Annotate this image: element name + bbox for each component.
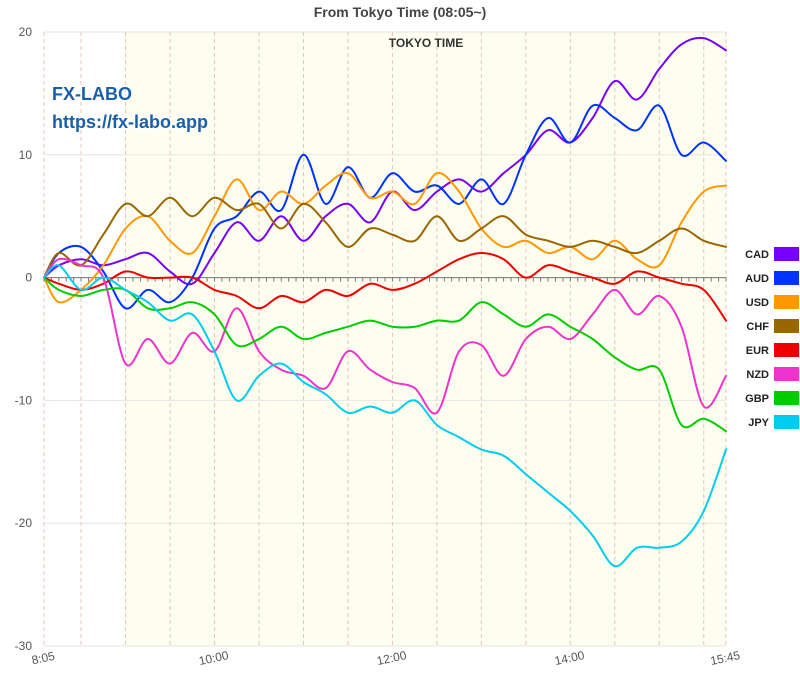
y-tick-label: 10: [19, 148, 33, 162]
series-lines: [43, 36, 727, 568]
watermark-brand: FX-LABO: [52, 84, 132, 104]
legend-swatch-usd: [774, 295, 799, 309]
chart-title: From Tokyo Time (08:05~): [314, 4, 487, 20]
grid-lines: [43, 31, 727, 647]
legend-swatch-cad: [774, 247, 799, 261]
y-tick-label: 0: [25, 271, 32, 285]
series-line-aud: [43, 103, 727, 310]
legend-swatch-nzd: [774, 367, 799, 381]
legend-swatch-jpy: [774, 415, 799, 429]
watermark-url: https://fx-labo.app: [52, 112, 208, 132]
y-tick-label: -30: [15, 639, 33, 653]
series-line-nzd: [43, 257, 727, 415]
legend-label-gbp: GBP: [745, 393, 769, 405]
legend-label-eur: EUR: [746, 345, 769, 357]
series-line-jpy: [43, 264, 727, 568]
plot-background: [125, 32, 727, 646]
x-tick-label: 10:00: [198, 648, 231, 668]
x-tick-label: 14:00: [553, 648, 586, 668]
session-label: TOKYO TIME: [389, 36, 463, 50]
legend-swatch-aud: [774, 271, 799, 285]
y-tick-label: -20: [15, 516, 33, 530]
legend-label-aud: AUD: [745, 273, 769, 285]
x-axis-ticks: 8:05 10:00 12:00 14:00 15:45: [30, 648, 741, 668]
series-line-usd: [43, 171, 727, 304]
y-axis-ticks: 20 10 0 -10 -20 -30: [15, 25, 33, 653]
y-tick-label: -10: [15, 393, 33, 407]
legend-label-chf: CHF: [746, 321, 769, 333]
x-tick-label: 8:05: [30, 649, 56, 668]
legend-swatch-gbp: [774, 391, 799, 405]
legend-label-jpy: JPY: [748, 417, 769, 429]
session-shading: [125, 32, 727, 646]
x-tick-label: 12:00: [375, 648, 408, 668]
series-line-cad: [43, 36, 727, 286]
series-line-eur: [43, 252, 727, 322]
y-tick-label: 20: [19, 25, 33, 39]
series-line-chf: [43, 196, 727, 279]
series-line-gbp: [43, 276, 727, 433]
legend-label-nzd: NZD: [746, 369, 769, 381]
legend-swatch-eur: [774, 343, 799, 357]
x-tick-label: 15:45: [709, 648, 742, 668]
legend-label-cad: CAD: [745, 249, 769, 261]
legend-swatch-chf: [774, 319, 799, 333]
legend-label-usd: USD: [746, 297, 769, 309]
legend: CAD AUD USD CHF EUR NZD GBP JPY: [745, 247, 799, 429]
